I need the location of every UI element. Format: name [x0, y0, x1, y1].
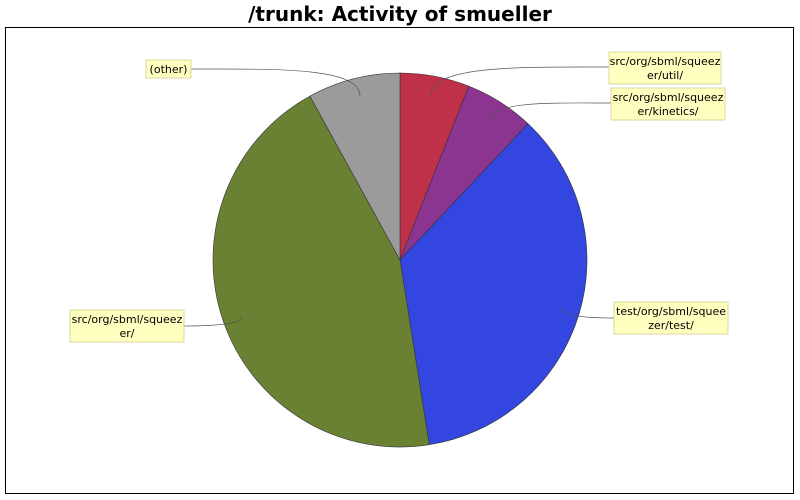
pie-slices	[212, 72, 588, 448]
callout-label-box	[610, 87, 726, 121]
slice-label: src/org/sbml/squeez er/util/	[610, 55, 721, 82]
slice-label: test/org/sbml/squee zer/test/	[616, 305, 726, 332]
pie-slice	[309, 72, 401, 261]
callout-leader-line	[560, 307, 615, 319]
callout-leader-line	[190, 68, 361, 97]
chart-title: /trunk: Activity of smueller	[248, 2, 552, 26]
callout-label-box	[69, 309, 185, 343]
callout-leader-line	[183, 316, 243, 327]
pie-slice	[399, 123, 588, 446]
slice-label: (other)	[150, 63, 188, 76]
callout-label-box	[145, 59, 192, 79]
callout-label-box	[608, 51, 722, 85]
callout-label-box	[613, 301, 729, 335]
slice-callouts: src/org/sbml/squeez er/util/src/org/sbml/…	[69, 51, 729, 343]
callout-leader-line	[491, 102, 612, 121]
slice-label: src/org/sbml/squeez er/	[72, 313, 183, 340]
callout-leader-line	[430, 66, 610, 97]
pie-slice	[212, 95, 430, 448]
slice-label: src/org/sbml/squeez er/kinetics/	[613, 91, 724, 118]
